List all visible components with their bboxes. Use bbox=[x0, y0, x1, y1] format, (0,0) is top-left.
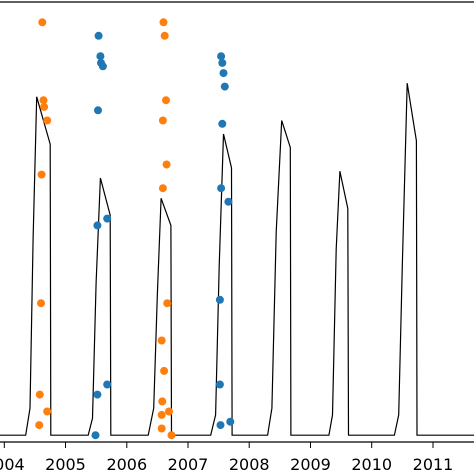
scatter-point-series-1 bbox=[162, 96, 170, 105]
scatter-point-series-2 bbox=[219, 69, 228, 78]
series-line bbox=[0, 83, 474, 436]
scatter-point-series-1 bbox=[159, 18, 168, 27]
x-tick-label: 2011 bbox=[413, 455, 454, 474]
scatter-point-series-2 bbox=[224, 197, 233, 206]
x-tick-label: 2006 bbox=[106, 455, 147, 474]
scatter-point-series-1 bbox=[37, 170, 46, 179]
scatter-point-series-1 bbox=[39, 96, 48, 105]
scatter-point-series-2 bbox=[93, 390, 102, 399]
line-series-layer bbox=[0, 83, 474, 436]
scatter-point-series-2 bbox=[94, 106, 102, 115]
scatter-point-series-2 bbox=[226, 417, 235, 426]
scatter-point-series-2 bbox=[98, 62, 107, 71]
scatter-point-series-1 bbox=[160, 31, 169, 40]
scatter-point-series-1 bbox=[158, 184, 167, 193]
x-tick-label: 2010 bbox=[351, 455, 392, 474]
scatter-point-series-1 bbox=[43, 407, 52, 416]
scatter-point-series-2 bbox=[215, 295, 224, 304]
scatter-point-series-1 bbox=[35, 421, 44, 430]
scatter-point-series-1 bbox=[43, 116, 52, 125]
scatter-point-series-1 bbox=[40, 102, 49, 111]
scatter-point-series-1 bbox=[157, 424, 166, 433]
scatter-point-series-2 bbox=[220, 82, 229, 91]
scatter-point-series-2 bbox=[93, 221, 102, 230]
scatter-point-series-1 bbox=[167, 431, 176, 440]
scatter-point-series-1 bbox=[35, 390, 44, 399]
scatter-point-series-2 bbox=[216, 421, 225, 430]
x-tick-label: 2004 bbox=[0, 455, 25, 474]
scatter-point-series-2 bbox=[94, 31, 103, 40]
scatter-point-series-1 bbox=[38, 18, 47, 27]
scatter-point-series-2 bbox=[217, 52, 226, 61]
scatter-point-series-1 bbox=[158, 397, 167, 406]
scatter-point-series-2 bbox=[103, 214, 112, 223]
scatter-point-series-1 bbox=[163, 299, 172, 308]
scatter-point-series-1 bbox=[158, 116, 167, 125]
scatter-point-series-1 bbox=[165, 407, 173, 416]
scatter-point-series-2 bbox=[218, 119, 227, 128]
x-tick-label: 2008 bbox=[229, 455, 270, 474]
x-tick-label: 2005 bbox=[45, 455, 86, 474]
scatter-point-series-2 bbox=[217, 184, 226, 193]
scatter-point-series-2 bbox=[215, 380, 224, 389]
scatter-point-series-1 bbox=[157, 336, 166, 345]
scatter-point-series-2 bbox=[96, 52, 105, 61]
scatter-point-series-2 bbox=[103, 380, 112, 389]
scatter-points-layer bbox=[35, 18, 235, 440]
x-axis-ticks: 2004 2005 2006 2007 2008 2009 2010 2011 bbox=[0, 442, 453, 474]
scatter-point-series-1 bbox=[157, 410, 166, 419]
scatter-point-series-1 bbox=[160, 366, 169, 375]
x-tick-label: 2007 bbox=[168, 455, 209, 474]
x-tick-label: 2009 bbox=[290, 455, 331, 474]
scatter-point-series-1 bbox=[37, 299, 45, 308]
scatter-point-series-2 bbox=[91, 431, 100, 440]
scatter-point-series-1 bbox=[162, 160, 171, 169]
scatter-point-series-2 bbox=[218, 58, 227, 67]
